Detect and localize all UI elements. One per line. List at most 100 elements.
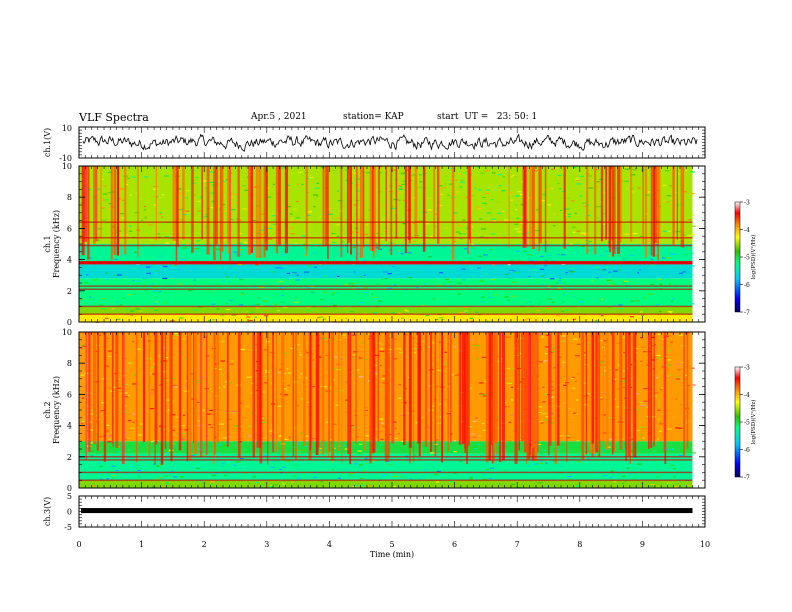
ch2-speckle — [200, 477, 205, 479]
ch1-speckle — [125, 183, 129, 186]
ch2-speckle — [183, 462, 187, 464]
ch1-speckle — [331, 232, 336, 235]
ch1-speckle — [519, 193, 524, 195]
ch2-speckle — [223, 386, 226, 388]
ch2-speckle — [570, 416, 575, 419]
ch1-speckle — [362, 294, 365, 297]
ch2-speckle — [535, 467, 539, 469]
ch1-speckle — [371, 293, 374, 295]
ch1-speckle — [480, 172, 485, 174]
ch1-speckle — [572, 231, 576, 234]
ch1-speckle — [676, 204, 680, 206]
ch2-speckle — [345, 399, 348, 401]
ch1-speckle — [158, 255, 162, 257]
ch1-speckle — [565, 309, 569, 311]
ch2-speckle — [437, 425, 441, 427]
ch1-speckle — [667, 304, 672, 307]
ch1-speckle — [360, 302, 365, 304]
ch2-speckle — [299, 354, 302, 356]
ch2-ylabel-1: Frequency (kHz) — [52, 376, 61, 444]
ch1-speckle — [594, 166, 600, 168]
ch2-speckle — [471, 433, 476, 435]
ch2-speckle — [350, 470, 355, 472]
ch1-speckle — [232, 193, 238, 195]
ch2-speckle — [358, 354, 363, 356]
ch2-speckle — [406, 474, 411, 476]
ch1-speckle — [529, 301, 532, 303]
ch2-speckle — [217, 444, 222, 446]
ch1-speckle — [381, 238, 385, 240]
ch1-speckle — [516, 217, 520, 219]
ch2-speckle — [444, 351, 448, 353]
ch2-speckle — [181, 432, 187, 434]
ch2-speckle — [333, 423, 337, 425]
ch1-speckle — [598, 181, 602, 183]
ch1-speckle — [399, 186, 403, 188]
ch2-streak — [439, 332, 441, 450]
ch2-speckle — [265, 370, 268, 372]
ch1-speckle — [236, 217, 239, 220]
ch1-speckle — [448, 183, 453, 185]
ch1-streak — [172, 166, 176, 241]
ch2-speckle — [387, 460, 390, 462]
ch1-speckle — [657, 240, 661, 242]
ch2-speckle — [410, 410, 415, 412]
ch2-speckle — [615, 388, 620, 390]
ch2-speckle — [459, 460, 462, 462]
ch2-speckle — [224, 381, 228, 383]
ch1-speckle — [462, 279, 466, 281]
ch1-speckle — [116, 274, 122, 276]
ch1-speckle — [210, 207, 215, 209]
ch1-speckle — [520, 204, 525, 206]
ch2-speckle — [506, 367, 511, 370]
ch2-speckle — [670, 449, 674, 451]
ch2-speckle — [90, 429, 94, 431]
ch2-speckle — [636, 381, 640, 384]
ch2-streak — [627, 332, 631, 457]
ch2-speckle — [249, 392, 255, 394]
ch1-speckle — [271, 271, 276, 273]
ch1-speckle — [275, 270, 281, 272]
ch1-speckle — [184, 210, 190, 212]
ch1-speckle — [376, 297, 379, 300]
ch1-speckle — [622, 298, 628, 300]
ch1-speckle — [421, 220, 424, 222]
ch1-streak — [201, 166, 203, 240]
ch2-speckle — [158, 355, 162, 358]
ch2-speckle — [276, 453, 281, 455]
ch2-speckle — [571, 387, 576, 389]
ch1-speckle — [410, 179, 413, 182]
ch2-streak — [499, 332, 501, 462]
ch2-speckle — [140, 423, 144, 425]
ch2-speckle — [81, 397, 85, 399]
ch2-speckle — [647, 345, 653, 347]
ch2-speckle — [175, 416, 179, 418]
ch1-streak — [278, 166, 281, 245]
ch2-speckle — [539, 421, 543, 423]
ch1-speckle — [404, 289, 408, 292]
ch2-streak — [154, 332, 156, 465]
ch2-speckle — [435, 481, 440, 483]
ch1-speckle — [251, 304, 256, 306]
ch1-streak — [390, 166, 393, 256]
ch2-speckle — [165, 452, 169, 454]
ch2-speckle — [412, 396, 416, 398]
ch2-speckle — [244, 405, 249, 407]
ch2-speckle — [290, 347, 293, 349]
ch1-speckle — [160, 216, 164, 218]
ch1-speckle — [596, 186, 599, 188]
ch2-streak — [96, 332, 99, 451]
ch2-speckle — [80, 374, 85, 376]
ch1-speckle — [97, 188, 101, 190]
ch2-streak — [272, 332, 275, 453]
ch2-speckle — [296, 404, 299, 407]
ch1-speckle — [151, 283, 154, 285]
ch2-speckle — [171, 385, 177, 387]
ch2-speckle — [80, 422, 84, 425]
ch2-speckle — [379, 444, 384, 446]
ch1-speckle — [560, 248, 564, 250]
ch2-speckle — [478, 433, 483, 435]
ch2-streak — [216, 332, 219, 443]
ch2-speckle — [643, 471, 648, 473]
ch1-speckle — [194, 248, 199, 250]
